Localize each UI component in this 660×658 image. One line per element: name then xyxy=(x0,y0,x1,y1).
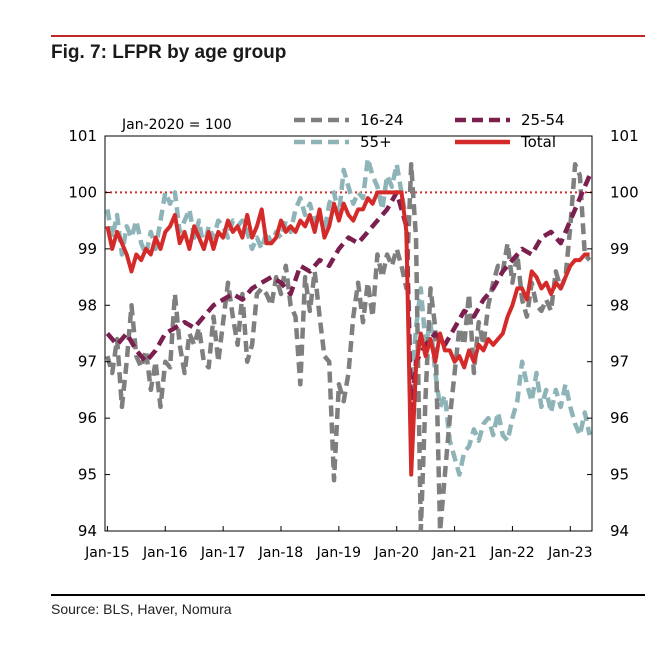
annotation-label: Jan-2020 = 100 xyxy=(121,117,232,133)
y-tick-label-left: 99 xyxy=(78,240,97,258)
y-tick-label-left: 97 xyxy=(78,353,97,371)
y-tick-label-right: 94 xyxy=(610,522,629,540)
y-tick-label-left: 101 xyxy=(68,127,97,145)
y-tick-label-right: 97 xyxy=(610,353,629,371)
x-tick-label: Jan-15 xyxy=(84,545,129,561)
y-tick-label-right: 98 xyxy=(610,296,629,314)
x-tick-label: Jan-22 xyxy=(489,545,534,561)
y-tick-label-right: 95 xyxy=(610,466,629,484)
bottom-rule xyxy=(51,594,645,596)
y-tick-label-right: 99 xyxy=(610,240,629,258)
x-tick-label: Jan-20 xyxy=(373,545,418,561)
x-tick-label: Jan-23 xyxy=(547,545,592,561)
y-tick-label-left: 95 xyxy=(78,466,97,484)
y-tick-label-left: 100 xyxy=(68,183,97,201)
x-tick-label: Jan-16 xyxy=(142,545,188,561)
series-line-Total xyxy=(105,190,590,477)
x-tick-label: Jan-21 xyxy=(431,545,476,561)
figure-title: Fig. 7: LFPR by age group xyxy=(51,42,287,63)
y-tick-label-right: 96 xyxy=(610,409,629,427)
y-tick-label-left: 98 xyxy=(78,296,97,314)
legend-label: 16-24 xyxy=(360,111,404,129)
y-tick-label-right: 100 xyxy=(610,183,639,201)
chart: 94 94 95 95 96 96 97 97 98 98 99 99 100 100 101 101 Jan-… xyxy=(68,111,639,561)
series-line-1624 xyxy=(105,161,592,531)
x-tick-label: Jan-17 xyxy=(200,545,245,561)
plot-frame xyxy=(104,135,593,532)
x-tick-label: Jan-18 xyxy=(258,545,303,561)
x-tick-label: Jan-19 xyxy=(316,545,361,561)
legend-label: 25-54 xyxy=(521,111,565,129)
y-tick-label-left: 94 xyxy=(78,522,97,540)
series-line-55 xyxy=(105,156,592,477)
legend-label: 55+ xyxy=(360,133,392,151)
y-tick-label-right: 101 xyxy=(610,127,639,145)
legend-label: Total xyxy=(520,133,556,151)
title-rule xyxy=(51,35,645,37)
series-line-2554 xyxy=(105,174,592,421)
source-note: Source: BLS, Haver, Nomura xyxy=(51,601,232,617)
y-tick-label-left: 96 xyxy=(78,409,97,427)
